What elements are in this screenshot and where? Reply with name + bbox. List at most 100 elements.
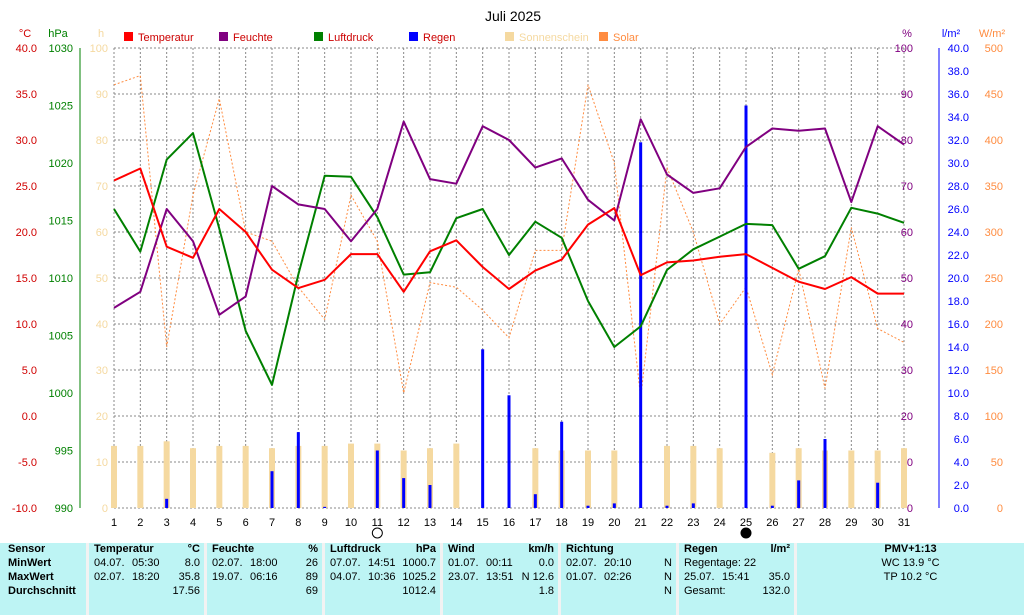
regen-max-date: 25.07. <box>684 571 715 583</box>
sunshine-bar <box>611 450 618 508</box>
x-tick-label: 16 <box>503 517 515 529</box>
row-label-max: MaxWert <box>8 571 54 583</box>
wind-max-value: N 12.6 <box>521 571 554 583</box>
luftdruck-min-value: 1000.7 <box>402 557 436 569</box>
wind-min-value: 0.0 <box>538 557 554 569</box>
grid <box>79 47 940 509</box>
chart-title: Juli 2025 <box>485 8 541 24</box>
x-tick-label: 3 <box>164 517 170 529</box>
solar-tick-label: 100 <box>985 411 1003 423</box>
temperatur-title: Temperatur <box>94 543 154 555</box>
rain-bar <box>533 494 537 508</box>
wind-unit: km/h <box>528 543 554 555</box>
temp-tick-label: 15.0 <box>16 273 37 285</box>
pmv-title: PMV+1:13 <box>884 543 937 555</box>
feuchte-line <box>113 118 905 316</box>
rain-tick-label: 16.0 <box>948 319 969 331</box>
stats-sensor-column: Sensor MinWert MaxWert Durchschnitt <box>0 543 86 615</box>
wind-min-time: 00:11 <box>486 557 513 569</box>
humidity-tick-label: 60 <box>901 227 913 239</box>
rain-bar <box>165 498 169 508</box>
humidity-tick-label: 70 <box>901 181 913 193</box>
humidity-unit-label: % <box>902 28 912 40</box>
rain-bar <box>665 505 669 508</box>
richtung-min-date: 02.07. <box>566 557 597 569</box>
hours-tick-label: 20 <box>96 411 108 423</box>
sunshine-bar <box>453 443 460 508</box>
regen-unit: l/m² <box>770 543 790 555</box>
feuchte-max-value: 89 <box>305 571 318 583</box>
solar-tick-label: 400 <box>985 135 1003 147</box>
pressure-tick-label: 1025 <box>49 101 73 113</box>
pressure-tick-label: 1030 <box>49 43 73 55</box>
rain-tick-label: 22.0 <box>948 250 969 262</box>
x-tick-label: 6 <box>243 517 249 529</box>
temperatur-unit: °C <box>187 543 200 555</box>
x-tick-label: 7 <box>269 517 275 529</box>
x-tick-label: 21 <box>635 517 647 529</box>
wind-min-date: 01.07. <box>448 557 479 569</box>
hours-unit-label: h <box>98 28 104 40</box>
luftdruck-avg: 1012.4 <box>402 585 436 597</box>
legend-swatch <box>599 32 608 41</box>
luftdruck-unit: hPa <box>415 543 436 555</box>
full-moon-icon <box>371 527 383 539</box>
pmv-tp: TP 10.2 °C <box>883 571 938 583</box>
sunshine-bar <box>874 450 881 508</box>
sunshine-bar <box>585 450 591 508</box>
humidity-tick-label: 100 <box>895 43 913 55</box>
stats-pmv: PMV+1:13 WC 13.9 °C TP 10.2 °C <box>797 543 1024 615</box>
sunshine-bar <box>664 445 670 508</box>
x-tick-label: 4 <box>190 517 196 529</box>
rain-bar <box>402 478 406 508</box>
x-tick-label: 29 <box>845 517 857 529</box>
solar-tick-label: 200 <box>985 319 1003 331</box>
pressure-tick-label: 1000 <box>49 388 73 400</box>
humidity-tick-label: 20 <box>901 411 913 423</box>
humidity-tick-label: 50 <box>901 273 913 285</box>
x-tick-label: 2 <box>137 517 143 529</box>
legend-swatch <box>124 32 133 41</box>
richtung-avg: N <box>664 585 672 597</box>
humidity-tick-label: 40 <box>901 319 913 331</box>
x-tick-label: 8 <box>295 517 301 529</box>
wind-title: Wind <box>448 543 475 555</box>
sunshine-bar <box>111 445 117 508</box>
luftdruck-max-time: 10:36 <box>368 571 396 583</box>
sunshine-bar <box>190 448 196 508</box>
stats-richtung: Richtung 02.07. 20:10 N 01.07. 02:26 N N <box>561 543 676 615</box>
solar-tick-label: 450 <box>985 89 1003 101</box>
feuchte-unit: % <box>308 543 318 555</box>
sunshine-bar <box>216 445 223 508</box>
luftdruck-line <box>113 132 905 386</box>
rain-tick-label: 36.0 <box>948 89 969 101</box>
rain-bar <box>770 505 774 508</box>
solar-line <box>113 74 905 398</box>
rain-bar <box>586 505 590 508</box>
temp-tick-label: 35.0 <box>16 89 37 101</box>
wind-max-time: 13:51 <box>486 571 514 583</box>
temp-unit-label: °C <box>19 28 31 40</box>
rain-bar <box>323 506 327 508</box>
rain-tick-label: 26.0 <box>948 204 969 216</box>
temp-tick-label: -10.0 <box>12 503 37 515</box>
solar-tick-label: 150 <box>985 365 1003 377</box>
legend-label: Luftdruck <box>328 32 374 44</box>
hours-tick-label: 40 <box>96 319 108 331</box>
axis-units: °C hPa h% l/m² W/m² <box>19 28 1006 40</box>
temp-tick-label: 10.0 <box>16 319 37 331</box>
solar-series <box>113 74 905 398</box>
rain-bar <box>876 482 880 508</box>
richtung-max-time: 02:26 <box>604 571 632 583</box>
hours-tick-label: 80 <box>96 135 108 147</box>
temp-tick-label: 20.0 <box>16 227 37 239</box>
new-moon-icon <box>740 527 752 539</box>
luftdruck-title: Luftdruck <box>330 543 381 555</box>
x-tick-label: 1 <box>111 517 117 529</box>
regen-title: Regen <box>684 543 718 555</box>
sunshine-bar <box>427 448 433 508</box>
temp-tick-label: 5.0 <box>22 365 37 377</box>
hours-tick-label: 60 <box>96 227 108 239</box>
wind-max-date: 23.07. <box>448 571 479 583</box>
legend: Temperatur Feuchte Luftdruck Regen Sonnensch… <box>124 32 639 44</box>
